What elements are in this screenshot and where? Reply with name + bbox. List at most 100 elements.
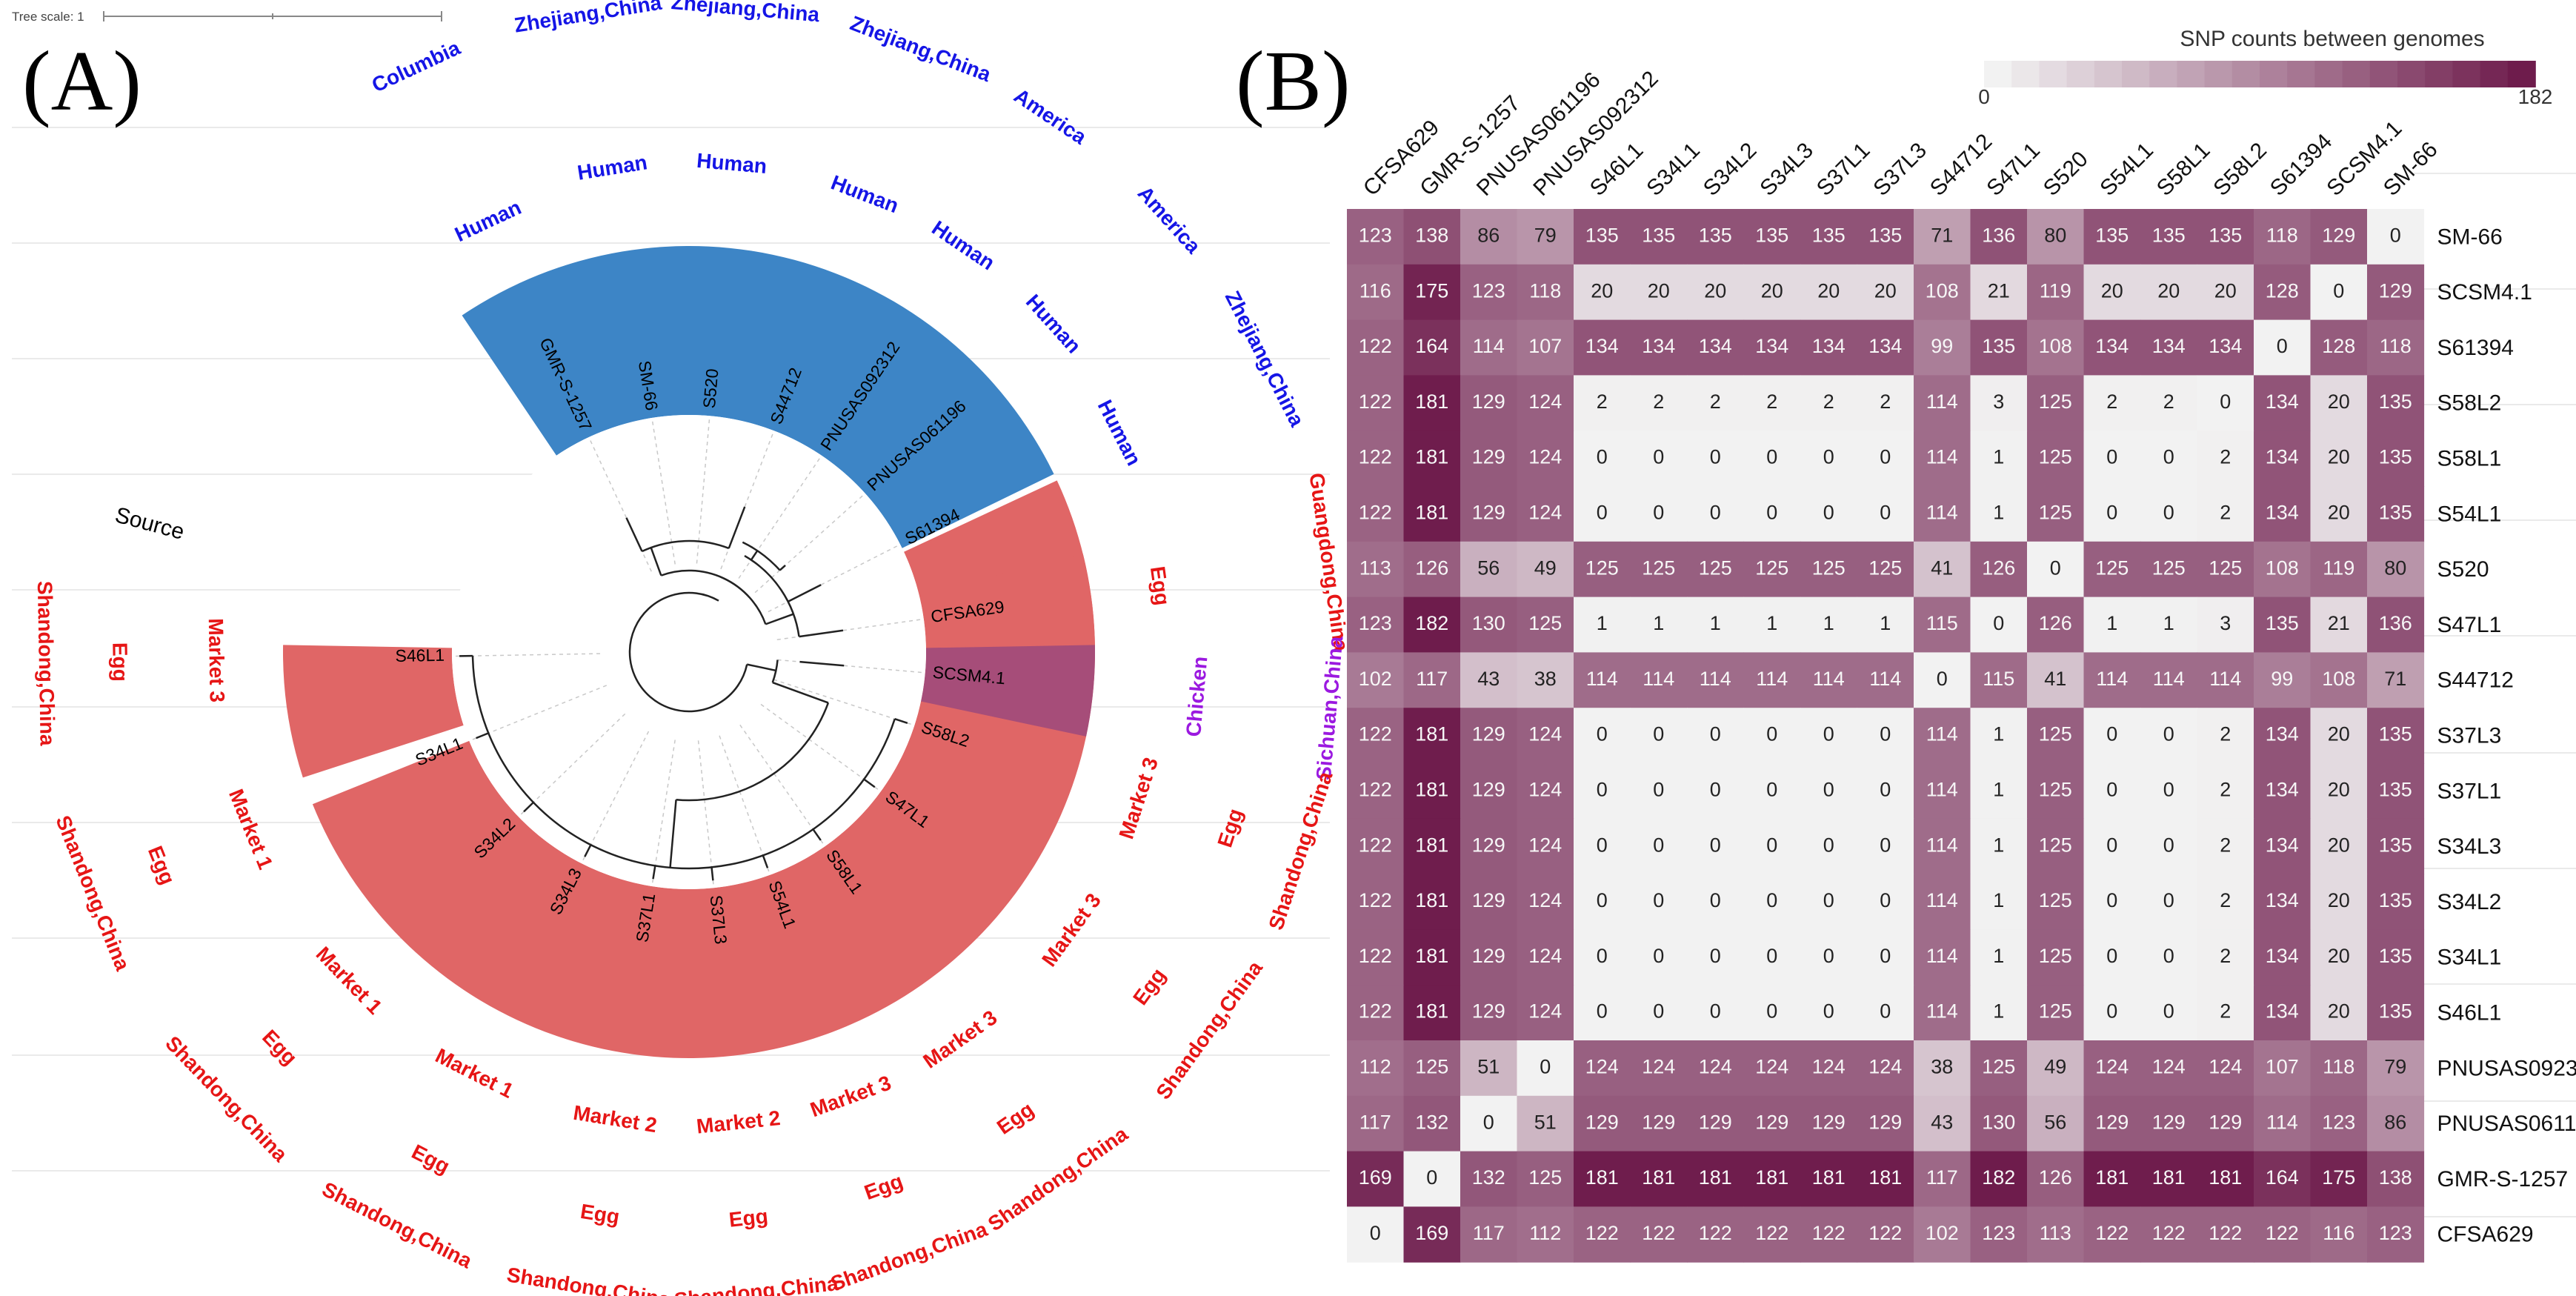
heatmap-value: 129: [2152, 1111, 2186, 1133]
heatmap-cell: [1574, 929, 1631, 986]
heatmap-cell: [2197, 1206, 2254, 1263]
heatmap-cell: [2197, 541, 2254, 598]
tree-branch: [650, 547, 662, 576]
heatmap-value: 20: [1704, 279, 1726, 302]
heatmap-value: 122: [2095, 1222, 2129, 1244]
heatmap-cell: [2140, 652, 2198, 708]
heatmap-value: 135: [2266, 612, 2299, 634]
heatmap-value: 134: [1812, 335, 1846, 357]
tree-branch: [710, 867, 714, 881]
heatmap-cell: [2197, 597, 2254, 653]
heatmap-cell: [2197, 319, 2254, 376]
region-label: Zhejiang,China: [847, 11, 994, 86]
region-label: Guangdong,China: [1305, 471, 1353, 653]
heatmap-cell: [1517, 431, 1574, 487]
source-label: Egg: [258, 1026, 302, 1070]
heatmap-cell: [1517, 1206, 1574, 1263]
heatmap-value: 135: [2379, 779, 2412, 801]
heatmap-cell: [2083, 708, 2141, 764]
heatmap-cell: [1687, 264, 1745, 321]
heatmap-cell: [1460, 541, 1518, 598]
heatmap-value: 181: [2152, 1166, 2186, 1189]
heatmap-value: 181: [1415, 502, 1448, 524]
source-label: Egg: [1128, 964, 1170, 1009]
heatmap-value: 125: [2039, 502, 2072, 524]
heatmap-value: 129: [1472, 834, 1505, 856]
heatmap-value: 123: [2322, 1111, 2355, 1133]
tree-branch: [652, 865, 656, 880]
heatmap-value: 0: [1653, 945, 1664, 967]
heatmap-cell: [1403, 264, 1461, 321]
colorbar-step: [2011, 61, 2040, 87]
heatmap-value: 125: [2039, 723, 2072, 745]
heatmap-value: 116: [2323, 1222, 2354, 1244]
heatmap-cell: [1800, 1040, 1858, 1097]
heatmap-cell: [2140, 1040, 2198, 1097]
column-label: S44712: [1926, 129, 1997, 200]
heatmap-value: 125: [2209, 556, 2242, 579]
clade-ring: [283, 246, 1096, 1059]
heatmap-cell: [1403, 541, 1461, 598]
heatmap-value: 122: [1359, 723, 1392, 745]
heatmap-value: 0: [1370, 1222, 1381, 1244]
heatmap-value: 108: [2266, 556, 2299, 579]
heatmap-value: 129: [1812, 1111, 1846, 1133]
heatmap-cell: [2140, 1095, 2198, 1152]
region-label: Shandong,China: [673, 1272, 839, 1296]
heatmap-cell: [1914, 597, 1971, 653]
heatmap-cell: [2083, 319, 2141, 376]
region-label: Shandong,China: [1264, 768, 1337, 933]
tree-branches: [459, 506, 908, 881]
heatmap-value: 129: [1472, 945, 1505, 967]
heatmap-cell: [1574, 486, 1631, 542]
heatmap-value: 129: [1755, 1111, 1788, 1133]
heatmap-value: 0: [1653, 1000, 1664, 1023]
heatmap-value: 116: [1359, 279, 1391, 302]
heatmap-value: 56: [1477, 556, 1500, 579]
heatmap-value: 43: [1931, 1111, 1953, 1133]
heatmap-cell: [2310, 431, 2368, 487]
heatmap-value: 0: [1710, 834, 1721, 856]
heatmap-value: 135: [2209, 225, 2242, 247]
heatmap-value: 118: [2266, 225, 2298, 247]
heatmap-cell: [1970, 985, 2028, 1041]
heatmap-cell: [2254, 375, 2312, 431]
heatmap-cell: [1970, 431, 2028, 487]
heatmap-cell: [1574, 375, 1631, 431]
heatmap-cell: [2083, 818, 2141, 875]
tree-branch: [584, 844, 592, 857]
heatmap-value: 129: [1642, 1111, 1675, 1133]
tree-branch: [744, 555, 800, 637]
heatmap-value: 114: [1926, 1000, 1958, 1023]
heatmap-value: 124: [1528, 779, 1562, 801]
heatmap-value: 80: [2384, 556, 2406, 579]
heatmap-value: 119: [2323, 556, 2354, 579]
heatmap-value: 129: [1585, 1111, 1619, 1133]
tree-branch: [660, 569, 767, 625]
heatmap-cell: [2083, 652, 2141, 708]
heatmap-cell: [1403, 319, 1461, 376]
heatmap-cell: [1687, 708, 1745, 764]
heatmap-value: 122: [1868, 1222, 1902, 1244]
heatmap-cell: [2254, 985, 2312, 1041]
tree-branch: [894, 718, 908, 724]
heatmap-cell: [1800, 597, 1858, 653]
row-label: GMR-S-1257: [2437, 1167, 2569, 1192]
heatmap-value: 164: [2266, 1166, 2299, 1189]
colorbar-max-label: 182: [2518, 85, 2553, 108]
heatmap-value: 138: [1415, 225, 1448, 247]
heatmap-cell: [1347, 541, 1405, 598]
colorbar-step: [2314, 61, 2343, 87]
market-label: Market 3: [204, 618, 229, 702]
heatmap-value: 0: [2220, 391, 2231, 413]
colorbar-step: [2480, 61, 2509, 87]
row-label: S37L1: [2437, 779, 2502, 803]
heatmap-value: 135: [1812, 225, 1846, 247]
heatmap-value: 114: [2266, 1111, 2298, 1133]
heatmap-cell: [2083, 985, 2141, 1041]
heatmap-cell: [1460, 874, 1518, 930]
heatmap-cell: [2140, 597, 2198, 653]
leader-line: [719, 735, 771, 874]
tree-branch: [812, 828, 822, 841]
heatmap-cell: [2254, 818, 2312, 875]
